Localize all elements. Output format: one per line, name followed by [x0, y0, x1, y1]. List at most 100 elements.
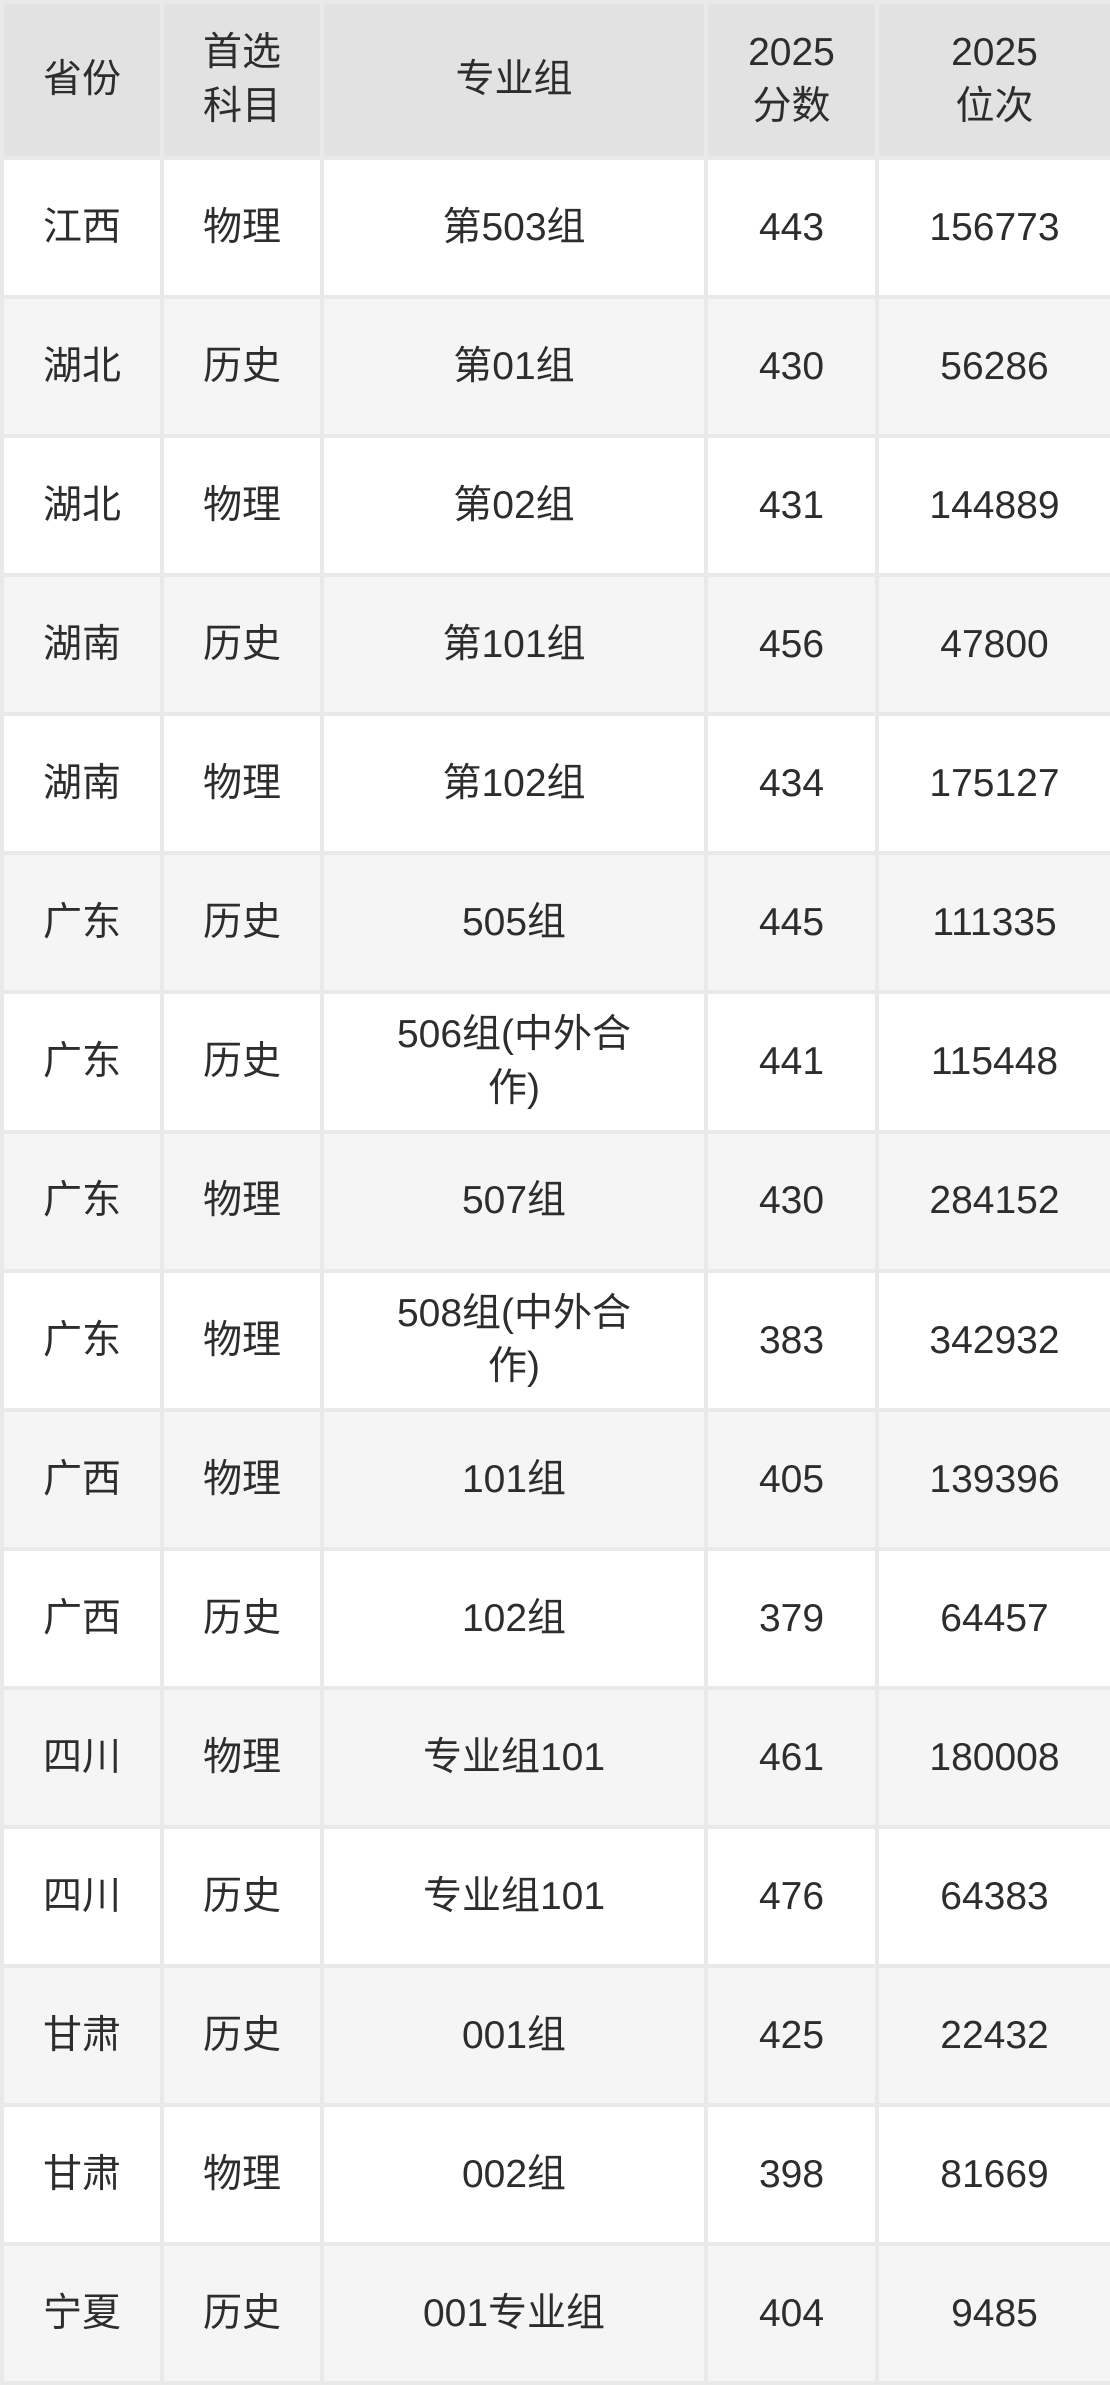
cell-group: 第02组 — [320, 434, 708, 577]
cell-group: 506组(中外合作) — [320, 990, 708, 1134]
cell-province: 湖南 — [0, 573, 164, 716]
cell-score: 434 — [704, 712, 879, 855]
table-row: 广东 物理 508组(中外合作) 383 342932 — [0, 1268, 1110, 1413]
cell-subject: 历史 — [160, 295, 324, 438]
table-row: 宁夏 历史 001专业组 404 9485 — [0, 2242, 1110, 2385]
table-row: 湖南 物理 第102组 434 175127 — [0, 712, 1110, 855]
cell-rank: 47800 — [875, 573, 1110, 716]
cell-province: 广东 — [0, 1268, 164, 1413]
cell-province: 甘肃 — [0, 1964, 164, 2108]
column-header-province: 省份 — [0, 0, 164, 160]
cell-rank: 22432 — [875, 1964, 1110, 2108]
table-row: 广东 历史 505组 445 111335 — [0, 851, 1110, 994]
cell-group: 508组(中外合作) — [320, 1268, 708, 1413]
cell-group: 第503组 — [320, 156, 708, 299]
cell-subject: 物理 — [160, 712, 324, 855]
cell-subject: 物理 — [160, 2103, 324, 2247]
column-header-rank-2025: 2025 位次 — [875, 0, 1110, 160]
cell-rank: 342932 — [875, 1268, 1110, 1413]
cell-subject: 历史 — [160, 573, 324, 716]
table-row: 广东 物理 507组 430 284152 — [0, 1129, 1110, 1273]
column-header-score-2025: 2025 分数 — [704, 0, 879, 160]
cell-subject: 历史 — [160, 851, 324, 994]
cell-group: 第01组 — [320, 295, 708, 438]
cell-score: 456 — [704, 573, 879, 716]
cell-rank: 175127 — [875, 712, 1110, 855]
cell-score: 425 — [704, 1964, 879, 2108]
cell-subject: 物理 — [160, 1268, 324, 1413]
table-row: 广东 历史 506组(中外合作) 441 115448 — [0, 990, 1110, 1134]
cell-province: 湖北 — [0, 295, 164, 438]
cell-group: 专业组101 — [320, 1686, 708, 1830]
cell-rank: 180008 — [875, 1686, 1110, 1830]
table-row: 广西 历史 102组 379 64457 — [0, 1547, 1110, 1691]
cell-group: 505组 — [320, 851, 708, 994]
table-row: 湖南 历史 第101组 456 47800 — [0, 573, 1110, 716]
cell-score: 441 — [704, 990, 879, 1134]
table-row: 湖北 历史 第01组 430 56286 — [0, 295, 1110, 438]
table-header: 省份 首选 科目 专业组 2025 分数 2025 位次 — [0, 0, 1110, 160]
cell-rank: 64457 — [875, 1547, 1110, 1691]
cell-group: 专业组101 — [320, 1825, 708, 1969]
cell-province: 广东 — [0, 990, 164, 1134]
column-header-subject: 首选 科目 — [160, 0, 324, 160]
table-row: 江西 物理 第503组 443 156773 — [0, 156, 1110, 299]
cell-subject: 历史 — [160, 1547, 324, 1691]
cell-rank: 56286 — [875, 295, 1110, 438]
cell-subject: 物理 — [160, 1129, 324, 1273]
cell-province: 四川 — [0, 1825, 164, 1969]
cell-group: 002组 — [320, 2103, 708, 2247]
cell-province: 江西 — [0, 156, 164, 299]
column-header-group: 专业组 — [320, 0, 708, 160]
cell-group: 507组 — [320, 1129, 708, 1273]
cell-province: 广西 — [0, 1408, 164, 1552]
cell-rank: 139396 — [875, 1408, 1110, 1552]
cell-subject: 历史 — [160, 2242, 324, 2385]
cell-province: 广西 — [0, 1547, 164, 1691]
cell-province: 湖南 — [0, 712, 164, 855]
cell-rank: 64383 — [875, 1825, 1110, 1969]
cell-province: 宁夏 — [0, 2242, 164, 2385]
cell-rank: 9485 — [875, 2242, 1110, 2385]
table-row: 四川 物理 专业组101 461 180008 — [0, 1686, 1110, 1830]
table-row: 四川 历史 专业组101 476 64383 — [0, 1825, 1110, 1969]
header-row: 省份 首选 科目 专业组 2025 分数 2025 位次 — [0, 0, 1110, 160]
cell-group: 102组 — [320, 1547, 708, 1691]
cell-subject: 物理 — [160, 1686, 324, 1830]
cell-group: 001专业组 — [320, 2242, 708, 2385]
cell-score: 445 — [704, 851, 879, 994]
table-row: 湖北 物理 第02组 431 144889 — [0, 434, 1110, 577]
cell-subject: 物理 — [160, 434, 324, 577]
cell-score: 461 — [704, 1686, 879, 1830]
cell-score: 405 — [704, 1408, 879, 1552]
cell-rank: 111335 — [875, 851, 1110, 994]
cell-subject: 历史 — [160, 990, 324, 1134]
cell-score: 430 — [704, 1129, 879, 1273]
cell-score: 398 — [704, 2103, 879, 2247]
cell-score: 383 — [704, 1268, 879, 1413]
cell-rank: 156773 — [875, 156, 1110, 299]
cell-province: 广东 — [0, 851, 164, 994]
table-row: 广西 物理 101组 405 139396 — [0, 1408, 1110, 1552]
cell-score: 404 — [704, 2242, 879, 2385]
cell-score: 379 — [704, 1547, 879, 1691]
cell-group: 第101组 — [320, 573, 708, 716]
cell-province: 甘肃 — [0, 2103, 164, 2247]
cell-subject: 物理 — [160, 156, 324, 299]
cell-rank: 81669 — [875, 2103, 1110, 2247]
cell-group: 第102组 — [320, 712, 708, 855]
cell-rank: 115448 — [875, 990, 1110, 1134]
table-body: 江西 物理 第503组 443 156773 湖北 历史 第01组 430 56286 湖北 物理 第0… — [0, 156, 1110, 2385]
cell-province: 广东 — [0, 1129, 164, 1273]
cell-group: 001组 — [320, 1964, 708, 2108]
cell-score: 431 — [704, 434, 879, 577]
table-row: 甘肃 物理 002组 398 81669 — [0, 2103, 1110, 2247]
cell-subject: 物理 — [160, 1408, 324, 1552]
cell-score: 443 — [704, 156, 879, 299]
cell-province: 四川 — [0, 1686, 164, 1830]
cell-province: 湖北 — [0, 434, 164, 577]
cell-score: 476 — [704, 1825, 879, 1969]
table-row: 甘肃 历史 001组 425 22432 — [0, 1964, 1110, 2108]
cell-rank: 284152 — [875, 1129, 1110, 1273]
